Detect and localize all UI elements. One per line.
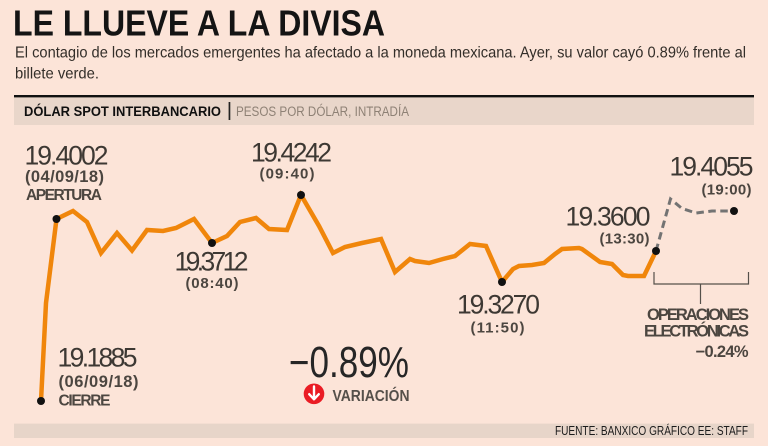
svg-text:FUENTE: BANXICO GRÁFICO EE: ST: FUENTE: BANXICO GRÁFICO EE: STAFF xyxy=(555,423,748,438)
svg-text:CIERRE: CIERRE xyxy=(59,393,111,410)
svg-text:PESOS POR DÓLAR, INTRADÍA: PESOS POR DÓLAR, INTRADÍA xyxy=(236,104,409,119)
svg-text:(06/09/18): (06/09/18) xyxy=(59,373,139,391)
svg-text:19.3270: 19.3270 xyxy=(457,290,540,320)
svg-text:19.3600: 19.3600 xyxy=(566,202,651,232)
svg-text:DÓLAR SPOT INTERBANCARIO: DÓLAR SPOT INTERBANCARIO xyxy=(24,104,221,119)
svg-text:(09:40): (09:40) xyxy=(260,166,315,183)
svg-text:19.4002: 19.4002 xyxy=(25,141,109,171)
svg-text:19.1885: 19.1885 xyxy=(58,343,138,373)
svg-text:billete verde.: billete verde. xyxy=(15,66,99,83)
svg-text:(13:30): (13:30) xyxy=(600,231,650,248)
svg-text:El contagio de los mercados em: El contagio de los mercados emergentes h… xyxy=(15,45,746,62)
svg-text:LE LLUEVE A LA DIVISA: LE LLUEVE A LA DIVISA xyxy=(13,2,385,43)
svg-text:19.4242: 19.4242 xyxy=(251,138,332,168)
svg-text:VARIACIÓN: VARIACIÓN xyxy=(333,387,410,405)
svg-text:(11:50): (11:50) xyxy=(471,320,525,337)
svg-text:ELECTRÓNICAS: ELECTRÓNICAS xyxy=(644,322,749,341)
svg-text:(04/09/18): (04/09/18) xyxy=(25,168,104,186)
svg-text:−0.24%: −0.24% xyxy=(696,343,749,361)
svg-text:19.4055: 19.4055 xyxy=(670,152,754,182)
svg-text:OPERACIONES: OPERACIONES xyxy=(647,306,749,324)
svg-text:(08:40): (08:40) xyxy=(186,275,239,292)
svg-text:19.3712: 19.3712 xyxy=(175,247,249,277)
svg-text:(19:00): (19:00) xyxy=(702,182,752,199)
svg-text:APERTURA: APERTURA xyxy=(26,187,102,204)
svg-text:−0.89%: −0.89% xyxy=(289,339,409,387)
